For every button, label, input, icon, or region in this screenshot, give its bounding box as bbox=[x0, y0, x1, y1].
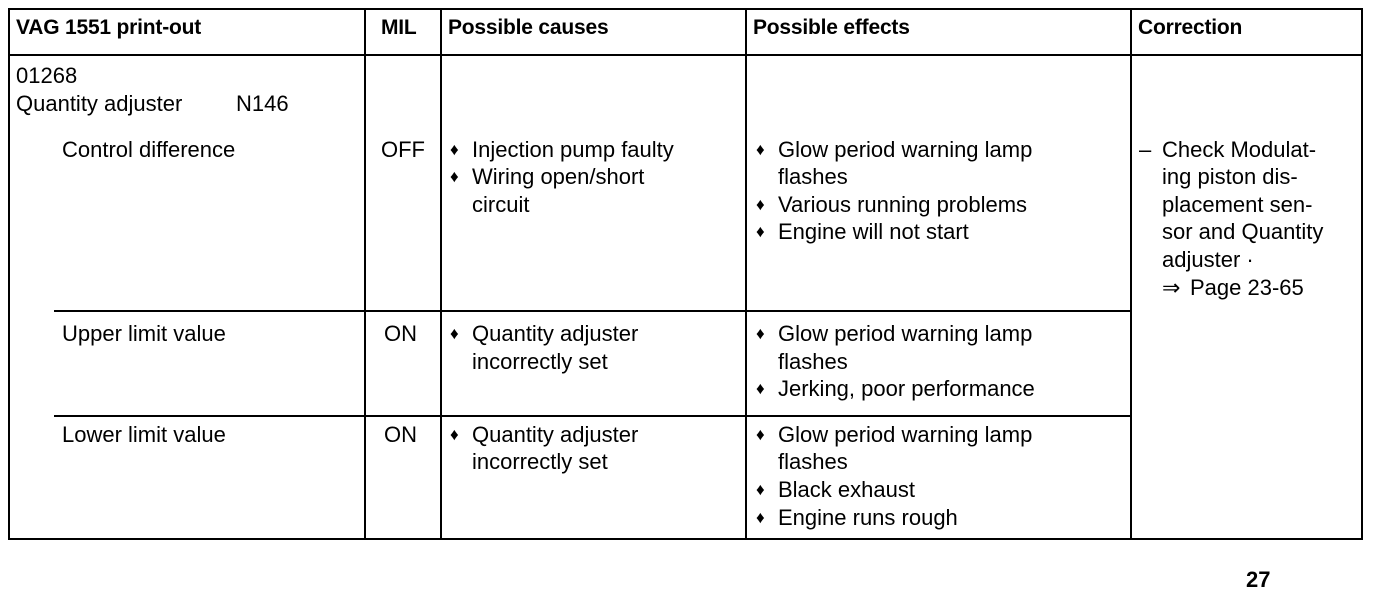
cause-item: incorrectly set bbox=[472, 349, 608, 374]
effect-item: Black exhaust bbox=[778, 477, 915, 502]
row-divider bbox=[54, 415, 1130, 417]
fault-component: Quantity adjuster bbox=[16, 91, 183, 116]
header-mil: MIL bbox=[381, 16, 417, 39]
cause-item: Quantity adjuster bbox=[472, 422, 639, 447]
bullet-icon: ♦ bbox=[756, 140, 765, 159]
header-effects: Possible effects bbox=[753, 16, 910, 39]
bullet-icon: ♦ bbox=[756, 508, 765, 527]
bullet-icon: ♦ bbox=[450, 140, 459, 159]
diagnostic-table bbox=[8, 8, 1363, 540]
row-label: Control difference bbox=[62, 137, 236, 162]
correction-line: adjuster · bbox=[1162, 247, 1254, 272]
mil-status: OFF bbox=[381, 137, 425, 162]
row-label: Upper limit value bbox=[62, 321, 226, 346]
effect-item: Engine runs rough bbox=[778, 505, 958, 530]
correction-line: placement sen- bbox=[1162, 192, 1313, 217]
bullet-icon: ♦ bbox=[450, 425, 459, 444]
column-divider bbox=[364, 10, 366, 538]
effect-item: Various running problems bbox=[778, 192, 1028, 217]
cause-item: incorrectly set bbox=[472, 449, 608, 474]
correction-line: sor and Quantity bbox=[1162, 219, 1324, 244]
bullet-icon: ♦ bbox=[756, 324, 765, 343]
fault-component-id: N146 bbox=[236, 91, 289, 116]
mil-status: ON bbox=[384, 321, 417, 346]
cause-item: Injection pump faulty bbox=[472, 137, 674, 162]
fault-code: 01268 bbox=[16, 63, 78, 88]
page-reference: Page 23-65 bbox=[1190, 275, 1304, 300]
cause-item: Quantity adjuster bbox=[472, 321, 639, 346]
correction-line: ing piston dis- bbox=[1162, 164, 1298, 189]
bullet-icon: ♦ bbox=[756, 425, 765, 444]
header-causes: Possible causes bbox=[448, 16, 609, 39]
row-divider bbox=[54, 310, 1130, 312]
bullet-icon: ♦ bbox=[450, 324, 459, 343]
page-number: 27 bbox=[1246, 567, 1271, 592]
correction-dash: – bbox=[1139, 137, 1152, 162]
header-correction: Correction bbox=[1138, 16, 1243, 39]
bullet-icon: ♦ bbox=[756, 480, 765, 499]
arrow-icon: ⇒ bbox=[1162, 275, 1181, 300]
effect-item: Engine will not start bbox=[778, 219, 969, 244]
cause-item: circuit bbox=[472, 192, 530, 217]
effect-item: Glow period warning lamp bbox=[778, 422, 1033, 447]
effect-item: flashes bbox=[778, 349, 848, 374]
effect-item: flashes bbox=[778, 449, 848, 474]
effect-item: Glow period warning lamp bbox=[778, 137, 1033, 162]
cause-item: Wiring open/short bbox=[472, 164, 645, 189]
correction-line: Check Modulat- bbox=[1162, 137, 1317, 162]
header-printout: VAG 1551 print-out bbox=[16, 16, 202, 39]
column-divider bbox=[1130, 10, 1132, 538]
mil-status: ON bbox=[384, 422, 417, 447]
bullet-icon: ♦ bbox=[756, 379, 765, 398]
column-divider bbox=[440, 10, 442, 538]
effect-item: Jerking, poor performance bbox=[778, 376, 1035, 401]
bullet-icon: ♦ bbox=[756, 195, 765, 214]
bullet-icon: ♦ bbox=[756, 222, 765, 241]
effect-item: Glow period warning lamp bbox=[778, 321, 1033, 346]
bullet-icon: ♦ bbox=[450, 167, 459, 186]
header-divider bbox=[10, 54, 1361, 56]
effect-item: flashes bbox=[778, 164, 848, 189]
row-label: Lower limit value bbox=[62, 422, 226, 447]
column-divider bbox=[745, 10, 747, 538]
